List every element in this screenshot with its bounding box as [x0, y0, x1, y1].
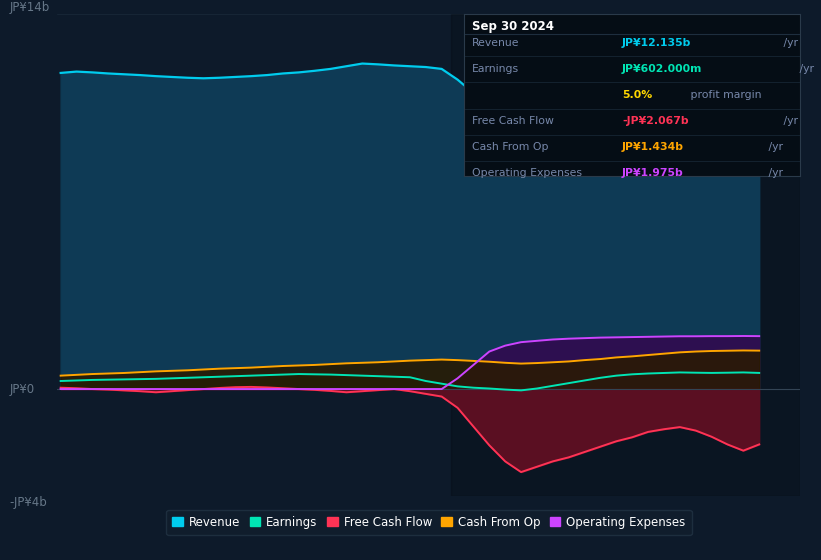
Text: JP¥1.434b: JP¥1.434b — [622, 142, 684, 152]
Text: JP¥12.135b: JP¥12.135b — [622, 38, 691, 48]
Text: Sep 30 2024: Sep 30 2024 — [472, 21, 554, 34]
Text: profit margin: profit margin — [687, 90, 762, 100]
Text: Operating Expenses: Operating Expenses — [472, 168, 582, 178]
Text: 5.0%: 5.0% — [622, 90, 653, 100]
Text: JP¥1.975b: JP¥1.975b — [622, 168, 684, 178]
Bar — [452, 14, 800, 496]
Text: Cash From Op: Cash From Op — [472, 142, 548, 152]
Text: JP¥14b: JP¥14b — [9, 1, 49, 14]
Text: Earnings: Earnings — [472, 64, 520, 74]
Text: /yr: /yr — [780, 38, 798, 48]
Text: /yr: /yr — [796, 64, 814, 74]
Text: /yr: /yr — [780, 116, 798, 126]
Text: Revenue: Revenue — [472, 38, 520, 48]
Text: JP¥0: JP¥0 — [9, 382, 34, 395]
Text: JP¥602.000m: JP¥602.000m — [622, 64, 703, 74]
Text: /yr: /yr — [765, 142, 782, 152]
Text: -JP¥4b: -JP¥4b — [9, 496, 47, 509]
Text: -JP¥2.067b: -JP¥2.067b — [622, 116, 689, 126]
Legend: Revenue, Earnings, Free Cash Flow, Cash From Op, Operating Expenses: Revenue, Earnings, Free Cash Flow, Cash … — [167, 510, 691, 535]
Text: Free Cash Flow: Free Cash Flow — [472, 116, 554, 126]
Text: /yr: /yr — [765, 168, 782, 178]
